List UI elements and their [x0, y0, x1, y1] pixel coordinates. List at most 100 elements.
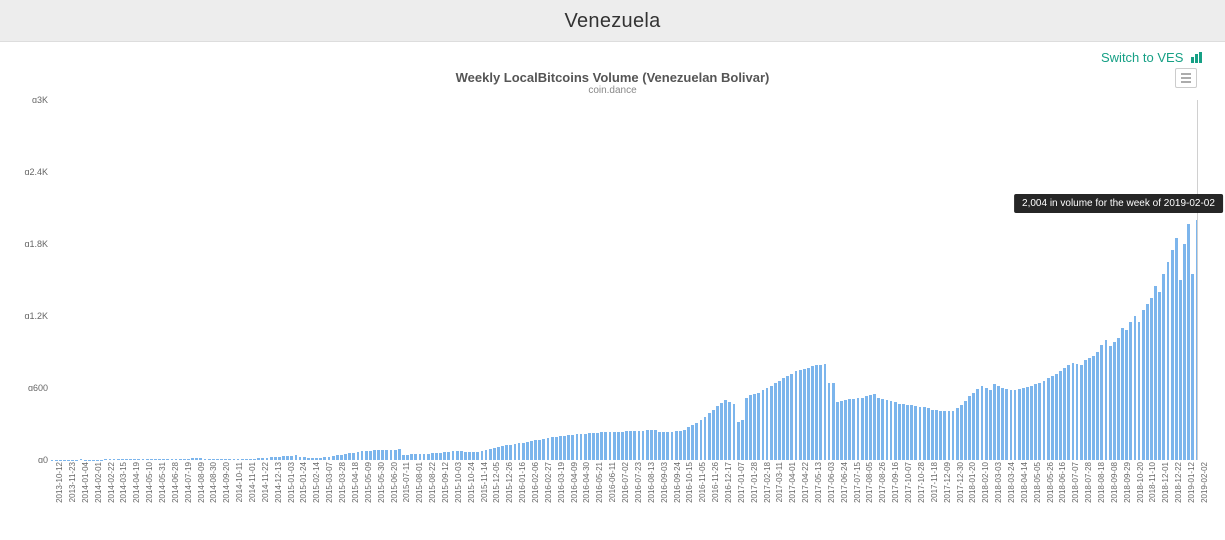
bar[interactable]: [824, 364, 827, 460]
bar[interactable]: [1113, 342, 1116, 460]
bar[interactable]: [1162, 274, 1165, 460]
bar[interactable]: [790, 374, 793, 460]
bar[interactable]: [365, 451, 368, 460]
bar[interactable]: [778, 381, 781, 460]
bar[interactable]: [357, 452, 360, 460]
bar[interactable]: [559, 436, 562, 460]
bar[interactable]: [505, 445, 508, 460]
bar[interactable]: [1125, 330, 1128, 460]
bar[interactable]: [534, 440, 537, 460]
bar[interactable]: [613, 432, 616, 460]
bar[interactable]: [588, 433, 591, 460]
bar[interactable]: [522, 443, 525, 460]
bar[interactable]: [749, 395, 752, 460]
bar[interactable]: [580, 434, 583, 460]
bar[interactable]: [675, 431, 678, 460]
bar[interactable]: [352, 453, 355, 460]
bar[interactable]: [795, 371, 798, 460]
bar[interactable]: [485, 450, 488, 460]
bar[interactable]: [1183, 244, 1186, 460]
bar[interactable]: [1146, 304, 1149, 460]
bar[interactable]: [1010, 390, 1013, 460]
bar[interactable]: [873, 394, 876, 460]
bar[interactable]: [551, 437, 554, 460]
bar[interactable]: [857, 398, 860, 460]
bar[interactable]: [1022, 388, 1025, 460]
bar[interactable]: [361, 451, 364, 460]
bar[interactable]: [919, 407, 922, 460]
bar[interactable]: [493, 448, 496, 460]
bar[interactable]: [1175, 238, 1178, 460]
bar[interactable]: [629, 431, 632, 460]
bar[interactable]: [435, 453, 438, 460]
bar[interactable]: [567, 435, 570, 460]
bar[interactable]: [770, 386, 773, 460]
bar[interactable]: [993, 384, 996, 460]
bar[interactable]: [762, 390, 765, 460]
bar[interactable]: [840, 401, 843, 460]
bar[interactable]: [617, 432, 620, 460]
bar[interactable]: [1084, 360, 1087, 460]
bar[interactable]: [881, 399, 884, 460]
bar[interactable]: [935, 410, 938, 460]
bar[interactable]: [650, 430, 653, 460]
bar[interactable]: [1109, 346, 1112, 460]
bar[interactable]: [774, 383, 777, 460]
bar[interactable]: [890, 401, 893, 460]
bar[interactable]: [960, 405, 963, 460]
bar[interactable]: [683, 430, 686, 460]
bar[interactable]: [431, 453, 434, 460]
bar[interactable]: [931, 410, 934, 460]
bar[interactable]: [381, 450, 384, 460]
bar[interactable]: [1100, 345, 1103, 460]
bar[interactable]: [700, 420, 703, 460]
bar[interactable]: [1001, 388, 1004, 460]
bar[interactable]: [989, 390, 992, 460]
bar[interactable]: [981, 386, 984, 460]
bar[interactable]: [956, 408, 959, 460]
bar[interactable]: [472, 452, 475, 460]
bar[interactable]: [852, 399, 855, 460]
bar[interactable]: [1179, 280, 1182, 460]
bar[interactable]: [1005, 389, 1008, 460]
bar[interactable]: [1187, 224, 1190, 460]
bar[interactable]: [671, 432, 674, 460]
bar[interactable]: [460, 451, 463, 460]
bar[interactable]: [390, 450, 393, 460]
bar[interactable]: [786, 376, 789, 460]
bar[interactable]: [1059, 371, 1062, 460]
bar[interactable]: [902, 404, 905, 460]
bar[interactable]: [377, 450, 380, 460]
bar[interactable]: [1092, 356, 1095, 460]
bar[interactable]: [571, 435, 574, 460]
bar[interactable]: [861, 398, 864, 460]
bar[interactable]: [509, 445, 512, 460]
bar[interactable]: [679, 431, 682, 460]
bar[interactable]: [642, 431, 645, 460]
bar[interactable]: [638, 431, 641, 460]
bar[interactable]: [757, 393, 760, 460]
bar[interactable]: [604, 432, 607, 460]
bar[interactable]: [1034, 384, 1037, 460]
bar[interactable]: [753, 394, 756, 460]
bar[interactable]: [886, 400, 889, 460]
bar[interactable]: [563, 436, 566, 460]
bar[interactable]: [1150, 298, 1153, 460]
bar[interactable]: [803, 369, 806, 460]
bar[interactable]: [1018, 389, 1021, 460]
bar[interactable]: [914, 406, 917, 460]
bar[interactable]: [865, 396, 868, 460]
bar[interactable]: [985, 388, 988, 460]
bar[interactable]: [923, 407, 926, 460]
bar[interactable]: [848, 399, 851, 460]
bar[interactable]: [815, 365, 818, 460]
bar[interactable]: [373, 450, 376, 460]
bar[interactable]: [782, 378, 785, 460]
bar[interactable]: [1026, 387, 1029, 460]
bar[interactable]: [695, 423, 698, 460]
bar[interactable]: [716, 406, 719, 460]
bar[interactable]: [828, 383, 831, 460]
bar[interactable]: [724, 400, 727, 460]
bar[interactable]: [600, 432, 603, 460]
bar[interactable]: [745, 398, 748, 460]
